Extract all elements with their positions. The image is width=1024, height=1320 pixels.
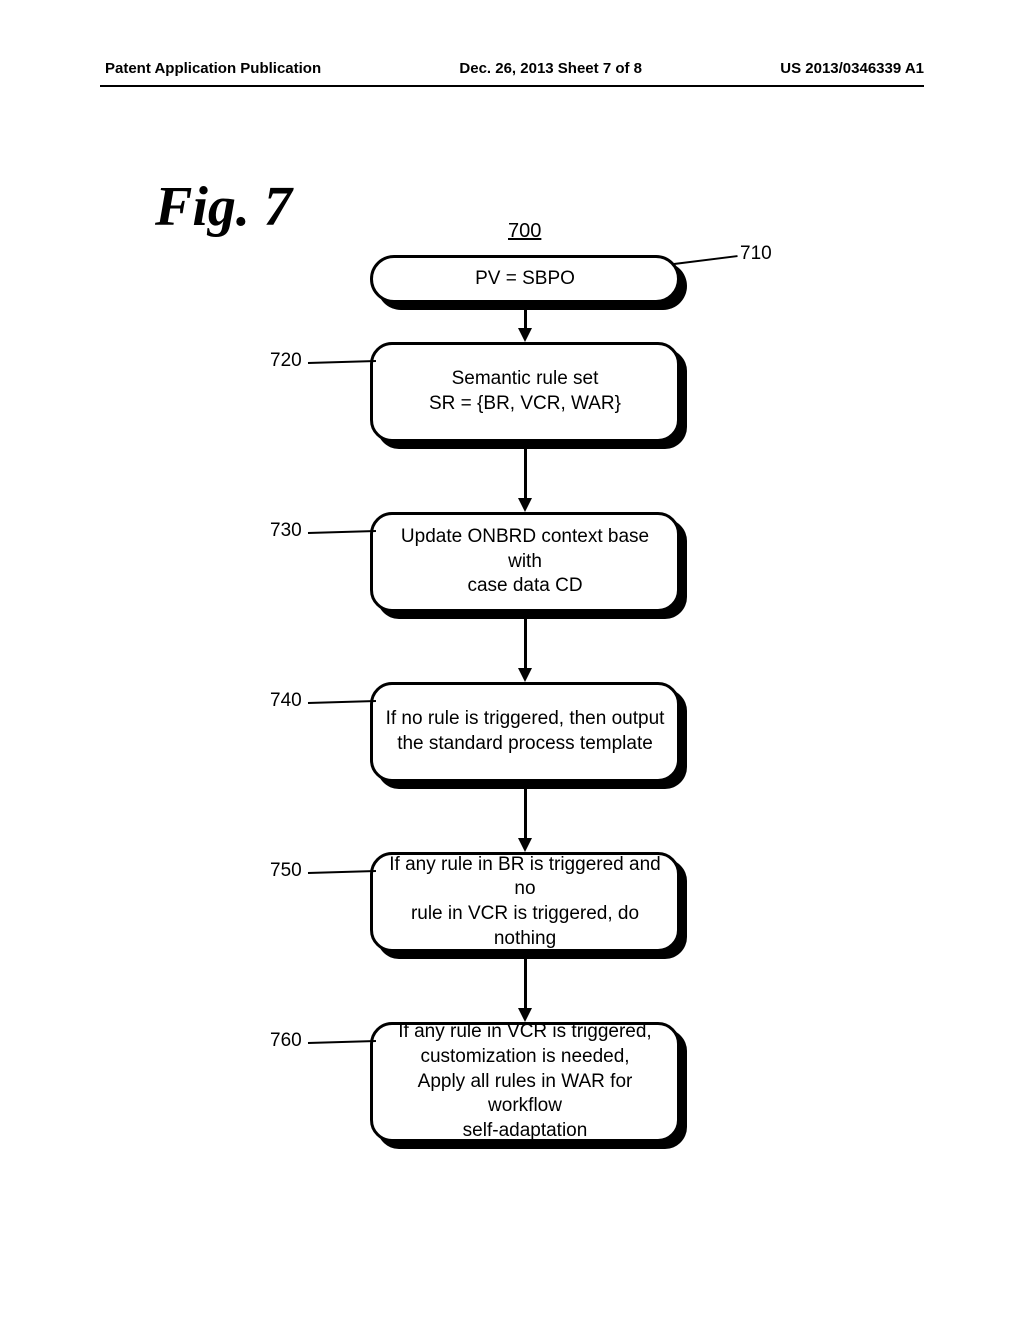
flow-node-text: If any rule in VCR is triggered,customiz…: [383, 1020, 667, 1143]
leader-line: [308, 360, 376, 364]
ref-label-740: 740: [270, 690, 302, 712]
page-header: Patent Application Publication Dec. 26, …: [0, 60, 1024, 77]
flow-node-720: Semantic rule setSR = {BR, VCR, WAR}: [370, 342, 680, 442]
arrow-head-icon: [518, 668, 532, 682]
arrow-line: [524, 952, 527, 1008]
arrow-head-icon: [518, 838, 532, 852]
leader-line: [308, 1040, 376, 1044]
ref-label-760: 760: [270, 1030, 302, 1052]
leader-line: [674, 255, 738, 265]
flow-node-text: If any rule in BR is triggered and norul…: [383, 853, 667, 952]
arrow-head-icon: [518, 328, 532, 342]
arrow-head-icon: [518, 498, 532, 512]
flow-node-760: If any rule in VCR is triggered,customiz…: [370, 1022, 680, 1142]
arrow-line: [524, 782, 527, 838]
leader-line: [308, 700, 376, 704]
header-right: US 2013/0346339 A1: [780, 60, 924, 77]
ref-label-710: 710: [740, 243, 772, 265]
arrow-head-icon: [518, 1008, 532, 1022]
ref-label-720: 720: [270, 350, 302, 372]
figure-label: Fig. 7: [155, 175, 292, 239]
ref-label-750: 750: [270, 860, 302, 882]
leader-line: [308, 870, 376, 874]
header-center: Dec. 26, 2013 Sheet 7 of 8: [459, 60, 642, 77]
header-left: Patent Application Publication: [105, 60, 321, 77]
flow-node-740: If no rule is triggered, then outputthe …: [370, 682, 680, 782]
flow-node-710: PV = SBPO: [370, 255, 680, 303]
flow-node-text: PV = SBPO: [475, 267, 575, 292]
arrow-line: [524, 303, 527, 328]
flow-node-750: If any rule in BR is triggered and norul…: [370, 852, 680, 952]
ref-label-730: 730: [270, 520, 302, 542]
leader-line: [308, 530, 376, 534]
flow-node-text: If no rule is triggered, then outputthe …: [386, 707, 665, 756]
flow-node-text: Update ONBRD context base withcase data …: [383, 525, 667, 599]
arrow-line: [524, 612, 527, 668]
flow-node-730: Update ONBRD context base withcase data …: [370, 512, 680, 612]
figure-number: 700: [508, 220, 541, 243]
flow-node-text: Semantic rule setSR = {BR, VCR, WAR}: [429, 367, 621, 416]
header-rule: [100, 85, 924, 87]
arrow-line: [524, 442, 527, 498]
